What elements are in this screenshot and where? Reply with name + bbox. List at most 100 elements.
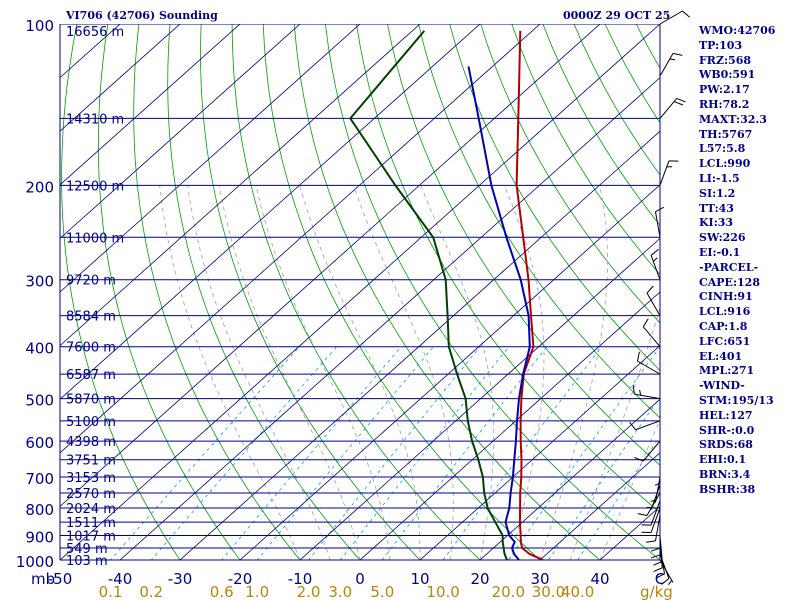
mixing-ratio-label: 40.0 bbox=[561, 583, 594, 600]
pressure-tick-label: 1000 bbox=[16, 553, 54, 571]
pressure-tick-label: 400 bbox=[25, 340, 54, 358]
index-separator: : bbox=[723, 53, 729, 67]
mixing-ratio-line bbox=[507, 346, 660, 560]
wind-barb bbox=[659, 98, 686, 119]
index-value: 103 bbox=[719, 38, 743, 52]
index-item: SW:226 bbox=[699, 231, 775, 246]
dry-adiabat-line bbox=[98, 24, 241, 560]
isotherm-line bbox=[60, 24, 660, 560]
wind-barb bbox=[629, 420, 661, 431]
index-label: BSHR bbox=[699, 482, 736, 496]
wind-barb-staff bbox=[635, 420, 661, 431]
index-value: 226 bbox=[722, 231, 746, 245]
index-item: EHI:0.1 bbox=[699, 453, 775, 468]
index-separator: : bbox=[733, 290, 738, 304]
index-separator: : bbox=[723, 157, 728, 171]
isotherm-line bbox=[60, 24, 301, 239]
isotherm-line bbox=[60, 24, 241, 186]
wind-barb-staff bbox=[650, 500, 661, 526]
mixing-ratio-label: 30.0 bbox=[532, 583, 565, 600]
index-item: EL:401 bbox=[699, 350, 775, 365]
wind-barb bbox=[632, 384, 661, 400]
pressure-tick-label: 300 bbox=[25, 273, 54, 291]
index-separator: : bbox=[725, 408, 730, 422]
wind-barb-staff bbox=[650, 255, 661, 280]
wind-barb-staff bbox=[654, 211, 661, 238]
index-item: HEL:127 bbox=[699, 409, 775, 424]
index-item: CAP:1.8 bbox=[699, 320, 775, 335]
index-separator: : bbox=[717, 127, 722, 141]
index-separator: : bbox=[713, 216, 718, 230]
series-dewpoint-line bbox=[349, 30, 508, 560]
wind-barb-half-flag bbox=[668, 580, 673, 585]
wind-barb-flag bbox=[646, 285, 654, 294]
index-separator: : bbox=[718, 231, 723, 245]
dry-adiabat-line bbox=[200, 24, 421, 560]
wind-barb-staff bbox=[659, 10, 683, 25]
index-value: 42706 bbox=[737, 24, 776, 37]
wind-barb-half-flag bbox=[639, 389, 642, 396]
index-label: EI bbox=[699, 245, 713, 259]
pressure-tick-label: 800 bbox=[25, 501, 54, 519]
wind-barb-flag bbox=[676, 98, 686, 103]
temperature-tick-label: C bbox=[655, 570, 665, 588]
index-label: WB0 bbox=[699, 68, 729, 82]
index-value: -0.1 bbox=[716, 245, 741, 259]
index-item: LI:-1.5 bbox=[699, 172, 775, 187]
height-level-label: 11000 m bbox=[66, 231, 124, 246]
wind-barb-flag bbox=[650, 554, 661, 559]
index-item: SRDS:68 bbox=[699, 438, 775, 453]
index-separator: : bbox=[728, 68, 733, 82]
wind-barb-staff bbox=[650, 507, 661, 533]
index-value: 916 bbox=[727, 305, 751, 319]
index-item: BRN:3.4 bbox=[699, 468, 775, 483]
wind-barb-staff bbox=[642, 326, 661, 348]
index-separator: : bbox=[712, 186, 717, 200]
index-label: EHI bbox=[699, 453, 723, 467]
height-level-label: 1017 m bbox=[66, 529, 116, 544]
index-label: MAXT bbox=[699, 112, 737, 126]
mixing-ratio-line bbox=[442, 346, 603, 560]
height-level-label: 1511 m bbox=[66, 516, 116, 531]
index-label: MPL bbox=[699, 364, 728, 378]
moist-adiabat-line bbox=[353, 185, 454, 560]
wind-barb-flag bbox=[661, 578, 670, 585]
isotherm-line bbox=[60, 24, 481, 400]
index-separator: : bbox=[733, 438, 738, 452]
pressure-tick-label: 100 bbox=[25, 17, 54, 35]
wind-barb bbox=[642, 318, 661, 348]
height-level-label: 6587 m bbox=[66, 368, 116, 383]
height-level-label: 2570 m bbox=[66, 487, 116, 502]
index-label: TT bbox=[699, 201, 715, 215]
index-value: 0.0 bbox=[735, 423, 755, 437]
index-item: SHR-:0.0 bbox=[699, 424, 775, 439]
wind-barb-flag bbox=[672, 52, 683, 56]
index-item: TH:5767 bbox=[699, 128, 775, 143]
index-label: LCL bbox=[699, 305, 724, 319]
index-label: SI bbox=[699, 186, 713, 200]
mixing-ratio-line bbox=[221, 346, 402, 560]
wind-barb bbox=[646, 484, 661, 510]
index-item: KI:33 bbox=[699, 216, 775, 231]
series-temperature-line bbox=[515, 30, 544, 560]
dry-adiabat-line bbox=[356, 24, 660, 514]
index-item: LCL:990 bbox=[699, 157, 775, 172]
index-label: SW bbox=[699, 231, 719, 245]
index-value: 128 bbox=[737, 275, 760, 289]
moist-adiabat-line bbox=[569, 306, 660, 560]
index-separator: : bbox=[727, 467, 732, 481]
isotherm-line bbox=[359, 291, 660, 560]
temperature-tick-label: 10 bbox=[410, 570, 429, 588]
index-item: STM:195/13 bbox=[699, 394, 775, 409]
height-level-label: 16656 m bbox=[66, 25, 124, 40]
temperature-tick-label: -10 bbox=[288, 570, 313, 588]
index-label: LI bbox=[699, 171, 712, 185]
isotherm-line bbox=[60, 24, 601, 507]
index-label: RH bbox=[699, 97, 719, 111]
index-separator: : bbox=[722, 142, 727, 156]
chart-time-label: 0000Z 29 OCT 25 bbox=[563, 9, 671, 22]
index-item: MPL:271 bbox=[699, 364, 775, 379]
mixing-ratio-line bbox=[256, 346, 434, 560]
index-item: FRZ:568 bbox=[699, 54, 775, 69]
